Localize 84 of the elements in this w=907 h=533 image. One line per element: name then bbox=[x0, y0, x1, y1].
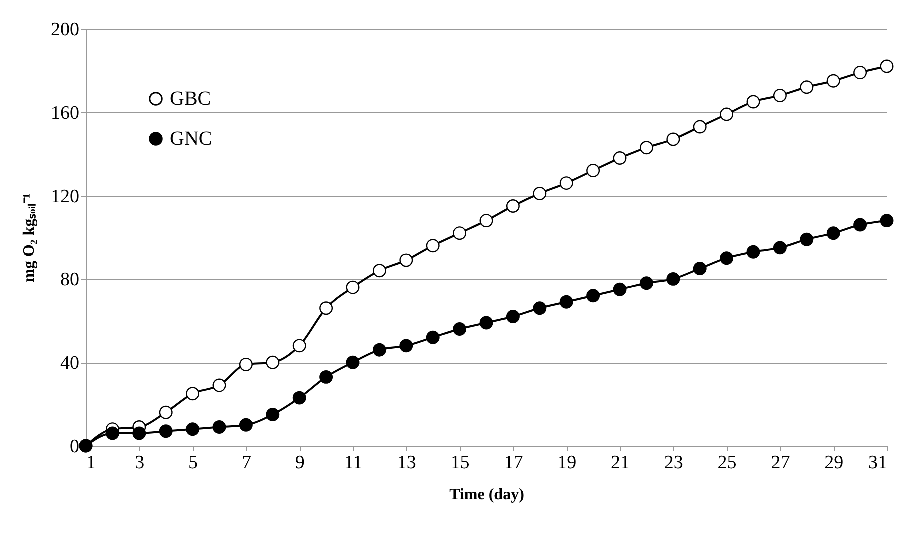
point bbox=[880, 214, 894, 228]
point bbox=[320, 302, 334, 316]
y-tick-label: 160 bbox=[51, 102, 80, 124]
point bbox=[773, 89, 787, 102]
point bbox=[613, 152, 627, 165]
x-tick-label: 21 bbox=[611, 452, 630, 474]
point bbox=[292, 339, 306, 353]
point bbox=[560, 295, 574, 309]
point bbox=[346, 356, 360, 370]
point bbox=[773, 241, 787, 255]
point bbox=[292, 391, 306, 405]
point bbox=[693, 120, 707, 134]
point bbox=[800, 80, 814, 94]
point bbox=[506, 310, 520, 324]
point bbox=[159, 406, 173, 420]
x-tick-label: 15 bbox=[450, 452, 470, 474]
y-tick-label: 80 bbox=[60, 270, 80, 291]
legend-label: GBC bbox=[170, 88, 212, 110]
legend-label: GNC bbox=[170, 128, 212, 150]
point bbox=[453, 226, 467, 240]
point bbox=[880, 60, 894, 74]
point bbox=[320, 370, 334, 384]
point bbox=[826, 226, 840, 240]
point bbox=[372, 264, 386, 278]
point bbox=[453, 322, 467, 336]
point bbox=[506, 200, 520, 213]
point bbox=[693, 262, 707, 276]
point bbox=[212, 378, 226, 392]
point bbox=[426, 239, 440, 253]
point bbox=[239, 418, 253, 432]
x-tick-label: 25 bbox=[718, 452, 737, 474]
point bbox=[640, 276, 654, 290]
y-tick-label: 40 bbox=[60, 353, 80, 374]
point bbox=[800, 232, 814, 246]
point bbox=[720, 108, 734, 122]
point bbox=[106, 426, 120, 440]
point bbox=[426, 330, 440, 344]
x-tick-label: 27 bbox=[771, 452, 790, 474]
x-tick-label: 13 bbox=[397, 452, 416, 474]
y-tick-label: 200 bbox=[51, 20, 80, 40]
point bbox=[159, 424, 173, 438]
point bbox=[186, 422, 200, 436]
x-tick-label: 19 bbox=[558, 452, 577, 474]
point bbox=[400, 339, 414, 353]
point bbox=[266, 356, 280, 370]
x-tick-label: 29 bbox=[824, 452, 844, 474]
point bbox=[746, 245, 760, 259]
point bbox=[480, 214, 494, 228]
x-tick-label: 11 bbox=[344, 452, 363, 474]
point bbox=[132, 426, 146, 440]
x-tick-label: 1 bbox=[86, 452, 96, 474]
point bbox=[826, 74, 840, 88]
point bbox=[720, 252, 734, 266]
x-tick-label: 31 bbox=[868, 452, 888, 474]
point bbox=[372, 343, 386, 357]
point bbox=[266, 408, 280, 422]
y-tick-label: 0 bbox=[70, 436, 80, 458]
point bbox=[560, 176, 574, 190]
point bbox=[480, 316, 494, 330]
x-axis-title: Time (day) bbox=[450, 486, 524, 504]
x-tick-label: 7 bbox=[242, 452, 252, 474]
x-tick-label: 3 bbox=[135, 452, 145, 474]
point bbox=[533, 302, 547, 316]
point bbox=[613, 282, 627, 296]
x-tick-label: 23 bbox=[664, 452, 684, 474]
point bbox=[212, 420, 226, 434]
point bbox=[666, 272, 680, 286]
point bbox=[400, 254, 414, 268]
point bbox=[239, 358, 253, 372]
y-axis-title: mg O₂ kgₛₒᵢₗ⁻¹ bbox=[21, 193, 38, 282]
point bbox=[666, 132, 680, 146]
point bbox=[586, 289, 600, 303]
point bbox=[640, 141, 654, 155]
point bbox=[586, 164, 600, 178]
x-tick-label: 5 bbox=[188, 452, 198, 474]
point bbox=[746, 95, 760, 109]
point bbox=[533, 187, 547, 200]
y-tick-label: 120 bbox=[51, 186, 80, 208]
point bbox=[854, 218, 868, 232]
x-tick-label: 17 bbox=[504, 452, 524, 474]
point bbox=[854, 66, 868, 80]
point bbox=[186, 387, 200, 401]
point bbox=[346, 280, 360, 294]
x-tick-label: 9 bbox=[295, 452, 305, 474]
